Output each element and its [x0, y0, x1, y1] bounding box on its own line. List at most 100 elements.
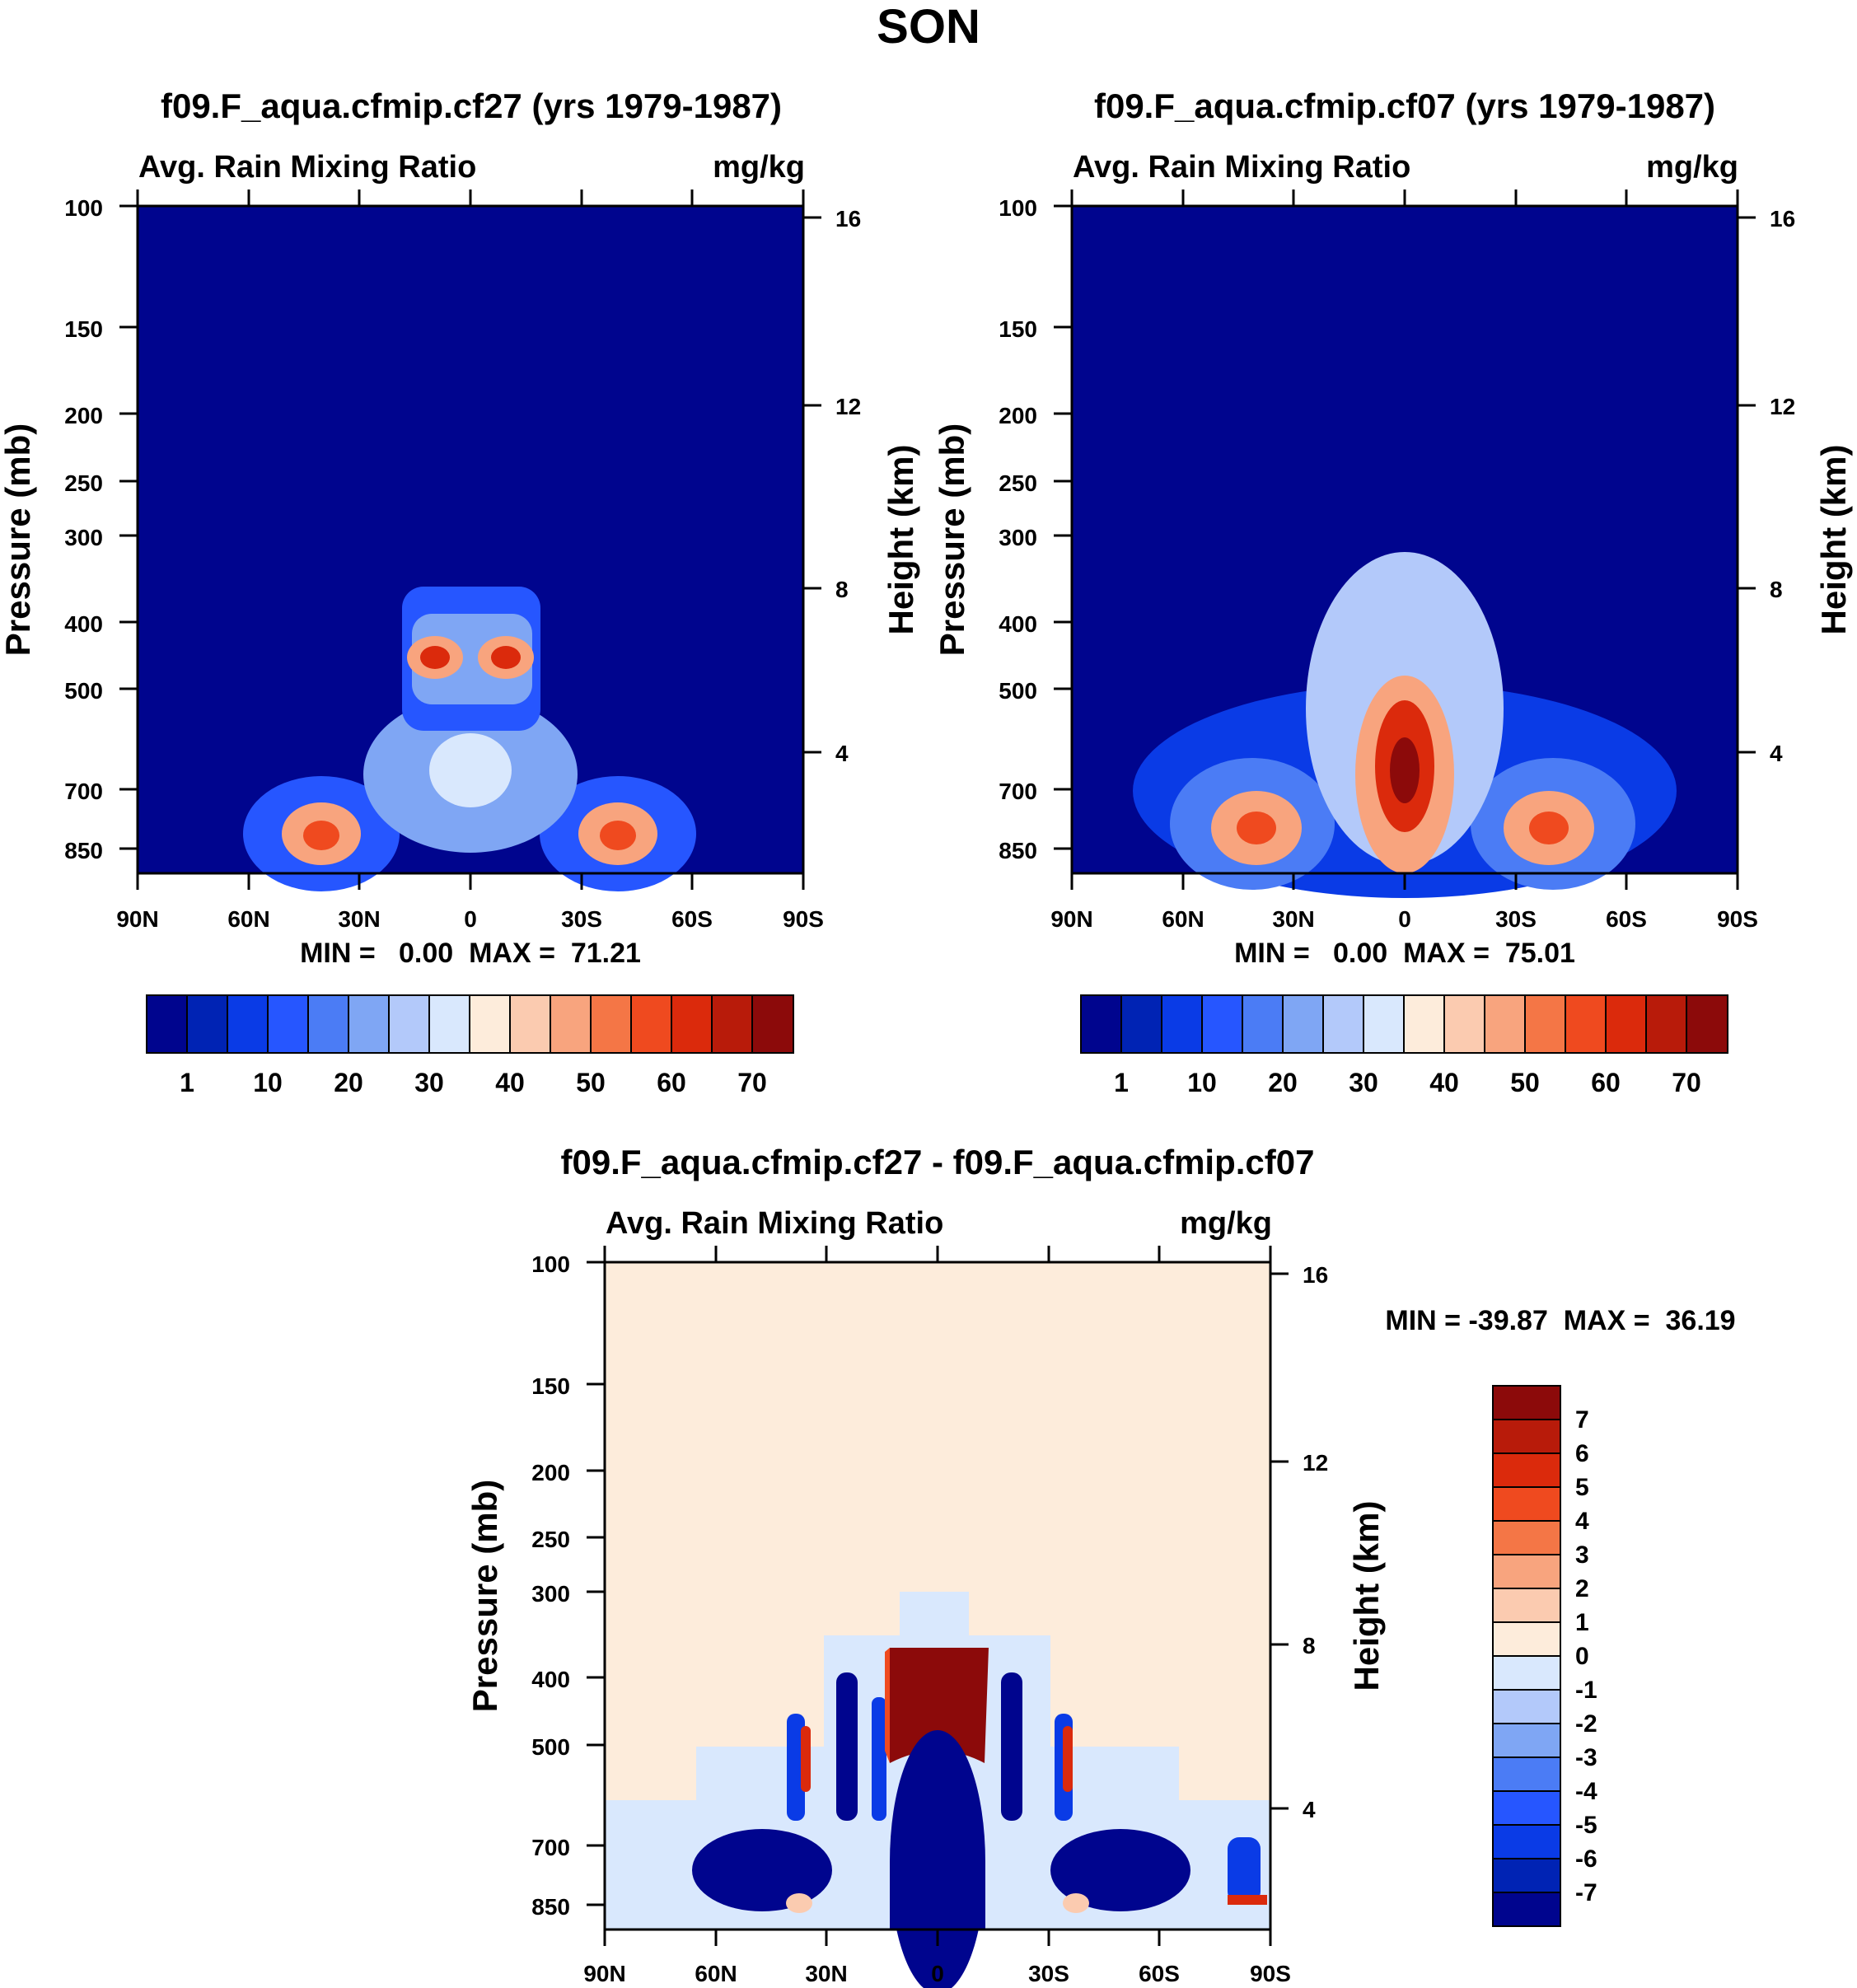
- panel-2-xlabel-60s: 60S: [1606, 906, 1647, 932]
- panel-2-colorbar-box-11: [1524, 994, 1566, 1054]
- panel-2-colorbar-box-3: [1201, 994, 1243, 1054]
- panel-2-xlabel-90s: 90S: [1717, 906, 1758, 932]
- panel-3-x-ticks: 90N 60N 30N 0 30S 60S 90S: [583, 1246, 1291, 1986]
- panel-3-y2label-16: 16: [1303, 1262, 1328, 1288]
- panel-3-streak-nh-3: [872, 1697, 886, 1821]
- panel-1-upper-peak-left-core: [420, 646, 450, 669]
- panel-2-ylabel-250: 250: [999, 470, 1037, 496]
- panel-3-negative-column: [890, 1730, 985, 1988]
- panel-2-colorbar: 1 10 20 30 40 50 60 70: [1080, 994, 1728, 1097]
- panel-3-blob-sh-band: [1050, 1829, 1190, 1911]
- panel-1-colorbar-box-9: [509, 994, 551, 1054]
- panel-3-colorbar-box-4: [1492, 1520, 1561, 1555]
- panel-3-colorbar-label-m7: -7: [1575, 1879, 1597, 1906]
- panel-2-ylabel-100: 100: [999, 195, 1037, 221]
- panel-3-colorbar-box-5: [1492, 1554, 1561, 1589]
- panel-2-colorbar-box-0: [1080, 994, 1122, 1054]
- panel-1-y2label-4: 4: [835, 741, 849, 766]
- panel-3-ylabel-500: 500: [531, 1734, 570, 1760]
- panel-1-ylabel-700: 700: [64, 779, 103, 804]
- panel-1-colorbar-box-6: [388, 994, 430, 1054]
- panel-2-title: f09.F_aqua.cfmip.cf07 (yrs 1979-1987): [1094, 87, 1715, 125]
- panel-3-ylabel-400: 400: [531, 1667, 570, 1692]
- panel-2-ylabel-300: 300: [999, 525, 1037, 550]
- panel-2-colorbar-box-15: [1686, 994, 1728, 1054]
- panel-1-xlabel-0: 0: [464, 906, 477, 932]
- panel-1-y2label-12: 12: [835, 394, 861, 419]
- panel-3-colorbar-box-11: [1492, 1756, 1561, 1792]
- panel-3-colorbar-box-0: [1492, 1385, 1561, 1420]
- panel-1-colorbar-box-11: [590, 994, 632, 1054]
- panel-3-xlabel-30s: 30S: [1028, 1961, 1069, 1986]
- panel-3-streak-nh-1: [787, 1714, 805, 1821]
- panel-2-ylabel-200: 200: [999, 403, 1037, 428]
- panel-2-y2label-4: 4: [1770, 741, 1783, 766]
- panel-1-blob-equator-mid-core: [429, 733, 512, 807]
- panel-1-colorbar-label-60: 60: [657, 1068, 686, 1097]
- panel-1-colorbar-box-8: [469, 994, 511, 1054]
- panel-3-ylabel-700: 700: [531, 1835, 570, 1860]
- panel-2-y2-ticks: 16 12 8 4: [1738, 206, 1795, 766]
- panel-1-xlabel-30s: 30S: [561, 906, 602, 932]
- panel-3-colorbar-label-5: 5: [1575, 1474, 1589, 1501]
- panel-2-left-label: Avg. Rain Mixing Ratio: [1073, 150, 1410, 185]
- panel-3-left-label: Avg. Rain Mixing Ratio: [606, 1206, 943, 1241]
- panel-1-upper-peak-right-core: [491, 646, 521, 669]
- panel-1-colorbar-label-50: 50: [576, 1068, 606, 1097]
- panel-1-colorbar-box-5: [348, 994, 390, 1054]
- panel-3-colorbar-label-4: 4: [1575, 1508, 1589, 1535]
- panel-2-ylabel-500: 500: [999, 678, 1037, 704]
- panel-3-y2-ticks: 16 12 8 4: [1270, 1262, 1328, 1822]
- panel-2-blob-nh-low-peak: [1237, 812, 1276, 844]
- panel-3: f09.F_aqua.cfmip.cf27 - f09.F_aqua.cfmip…: [465, 1143, 1736, 1988]
- panel-3-streak-sh-1: [1001, 1672, 1022, 1821]
- panel-1-colorbar-box-14: [711, 994, 753, 1054]
- panel-2-colorbar-box-1: [1120, 994, 1162, 1054]
- panel-1-y2-ticks: 16 12 8 4: [803, 206, 861, 766]
- panel-1-colorbar-box-13: [671, 994, 713, 1054]
- panel-2-colorbar-box-2: [1161, 994, 1203, 1054]
- panel-2-blob-equator-peak: [1390, 737, 1420, 803]
- panel-2-ylabel-700: 700: [999, 779, 1037, 804]
- panel-1-y-ticks: 100 150 200 250 300 400 500 700 850: [64, 195, 138, 863]
- panel-3-xlabel-30n: 30N: [805, 1961, 847, 1986]
- panel-2-xlabel-0: 0: [1398, 906, 1411, 932]
- panel-3-y2label-8: 8: [1303, 1633, 1316, 1658]
- panel-1-colorbar-box-1: [186, 994, 228, 1054]
- panel-3-colorbar-label-m2: -2: [1575, 1710, 1597, 1738]
- panel-1-xlabel-90n: 90N: [116, 906, 158, 932]
- panel-3-colorbar-label-1: 1: [1575, 1609, 1589, 1636]
- panel-2-y-ticks: 100 150 200 250 300 400 500 700 850: [999, 195, 1072, 863]
- panel-1-ylabel-400: 400: [64, 611, 103, 637]
- panel-3-colorbar-box-1: [1492, 1419, 1561, 1454]
- panel-1-colorbar-box-0: [146, 994, 188, 1054]
- panel-3-ylabel-250: 250: [531, 1527, 570, 1552]
- panel-1-blob-sh-low-peak: [600, 821, 636, 850]
- panel-3-y2label-4: 4: [1303, 1797, 1316, 1822]
- panel-3-ylabel-300: 300: [531, 1581, 570, 1607]
- panel-1-y2label-16: 16: [835, 206, 861, 232]
- panel-1-ylabel: Pressure (mb): [0, 423, 37, 656]
- panel-3-colorbar-label-7: 7: [1575, 1406, 1589, 1434]
- panel-3-ylabel-150: 150: [531, 1373, 570, 1399]
- panel-2-ylabel-150: 150: [999, 316, 1037, 342]
- panel-1-left-label: Avg. Rain Mixing Ratio: [138, 150, 476, 185]
- panel-3-colorbar-label-6: 6: [1575, 1440, 1589, 1467]
- panel-3-blob-nh-band: [692, 1829, 832, 1911]
- panel-1-colorbar-box-3: [267, 994, 309, 1054]
- panel-2-colorbar-label-40: 40: [1429, 1068, 1459, 1097]
- panel-1-xlabel-90s: 90S: [783, 906, 824, 932]
- panel-1-xlabel-60s: 60S: [671, 906, 713, 932]
- panel-1-colorbar-box-10: [550, 994, 592, 1054]
- panel-1-ylabel-150: 150: [64, 316, 103, 342]
- panel-3-xlabel-90n: 90N: [583, 1961, 625, 1986]
- panel-3-colorbar-box-12: [1492, 1790, 1561, 1826]
- panel-2-colorbar-box-6: [1322, 994, 1364, 1054]
- panel-3-title: f09.F_aqua.cfmip.cf27 - f09.F_aqua.cfmip…: [561, 1143, 1315, 1181]
- panel-2-ylabel-850: 850: [999, 838, 1037, 863]
- panel-3-colorbar-box-8: [1492, 1655, 1561, 1691]
- panel-2-ylabel: Pressure (mb): [933, 423, 971, 656]
- panel-1-colorbar-label-10: 10: [253, 1068, 283, 1097]
- panel-2-ylabel-400: 400: [999, 611, 1037, 637]
